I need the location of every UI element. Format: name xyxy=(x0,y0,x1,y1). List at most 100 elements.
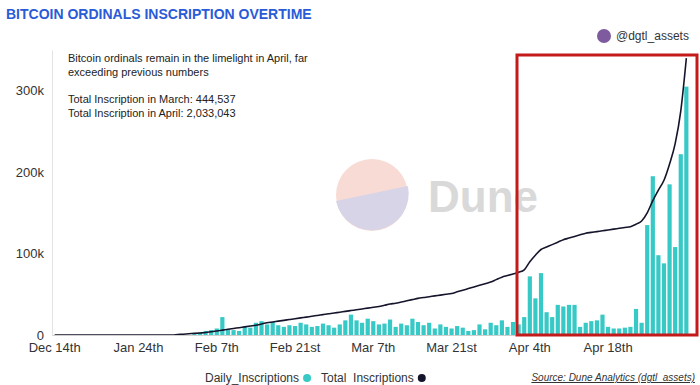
legend-item: Total Inscriptions xyxy=(321,371,426,385)
bar xyxy=(399,324,403,335)
watermark: Dune xyxy=(428,172,538,221)
y-axis-line xyxy=(52,51,53,336)
x-tick: Jan 24th xyxy=(114,335,164,355)
bar xyxy=(360,323,364,335)
x-axis: Dec 14th Jan 24th Feb 7th Feb 21st Mar 7th Ma… xyxy=(29,335,690,355)
bar xyxy=(243,327,247,335)
legend-item: Daily_Inscriptions xyxy=(205,371,311,385)
bar xyxy=(299,323,303,335)
bar xyxy=(556,305,560,335)
bar xyxy=(455,326,459,335)
bar xyxy=(662,263,666,335)
x-tick: Mar 21st xyxy=(426,335,477,355)
bar xyxy=(405,325,409,335)
legend: Daily_Inscriptions Total Inscriptions xyxy=(205,371,426,385)
bar xyxy=(371,321,375,335)
x-tick: Mar 7th xyxy=(351,335,395,355)
y-tick: 100k xyxy=(16,246,52,261)
bar xyxy=(466,331,470,335)
bar xyxy=(567,305,571,335)
x-tick-label: Dec 14th xyxy=(29,340,81,355)
bar xyxy=(416,322,420,335)
bar xyxy=(595,320,599,335)
x-tick: Apr 18th xyxy=(584,335,633,355)
y-tick-label: 200k xyxy=(16,165,45,180)
bar xyxy=(332,328,336,335)
bar xyxy=(472,330,476,335)
bar xyxy=(282,327,286,335)
x-tick-label: Feb 21st xyxy=(270,340,321,355)
bar xyxy=(287,325,291,335)
bar xyxy=(544,312,548,335)
chart: Dune BITCOIN ORDINALS INSCRIPTION OVERTIM… xyxy=(0,0,700,385)
bar xyxy=(343,320,347,335)
bar xyxy=(600,315,604,335)
bar xyxy=(237,331,241,335)
legend-label: Daily_Inscriptions xyxy=(205,371,299,385)
bar xyxy=(265,324,269,335)
watermark-logo-half xyxy=(336,186,409,230)
bar xyxy=(220,317,224,335)
bar xyxy=(667,184,671,335)
bar xyxy=(550,317,554,335)
bar xyxy=(321,324,325,335)
bar xyxy=(584,323,588,335)
bar xyxy=(271,322,275,335)
bar xyxy=(477,324,481,335)
x-tick-label: Mar 21st xyxy=(426,340,477,355)
x-tick-label: Apr 18th xyxy=(584,340,633,355)
bar xyxy=(410,319,414,335)
line xyxy=(55,58,687,335)
annotation: Total Inscription in March: 444,537 xyxy=(68,93,236,105)
bar xyxy=(511,322,515,335)
annotation: exceeding previous numbers xyxy=(68,66,209,78)
bar xyxy=(382,324,386,335)
bar xyxy=(248,328,252,335)
bar xyxy=(489,323,493,335)
title: BITCOIN ORDINALS INSCRIPTION OVERTIME xyxy=(6,6,312,22)
bar xyxy=(461,328,465,335)
bar xyxy=(505,327,509,335)
bar xyxy=(427,323,431,335)
y-tick-label: 100k xyxy=(16,246,45,261)
bar xyxy=(645,225,649,335)
bar xyxy=(444,327,448,335)
annotation: Bitcoin ordinals remain in the limelight… xyxy=(68,52,308,64)
bar xyxy=(394,327,398,335)
bar xyxy=(522,317,526,335)
bar xyxy=(276,325,280,335)
x-tick-label: Apr 4th xyxy=(509,340,551,355)
bar xyxy=(483,329,487,335)
x-tick-label: Mar 7th xyxy=(351,340,395,355)
bar xyxy=(494,325,498,335)
bar xyxy=(500,320,504,335)
bar xyxy=(315,326,319,335)
bar xyxy=(656,255,660,335)
bar xyxy=(366,319,370,335)
bar xyxy=(433,328,437,335)
bar xyxy=(684,87,688,335)
bar xyxy=(338,324,342,335)
y-tick: 300k xyxy=(16,83,52,98)
watermark-logo xyxy=(336,159,408,231)
bar-series xyxy=(192,87,688,335)
bar xyxy=(231,330,235,335)
bar xyxy=(310,327,314,335)
bar xyxy=(572,305,576,335)
credit: @dgtl_assets xyxy=(616,29,689,43)
legend-marker xyxy=(303,374,311,382)
bar xyxy=(293,326,297,335)
bar xyxy=(388,320,392,335)
bar xyxy=(326,325,330,335)
x-tick: Feb 7th xyxy=(195,335,239,355)
bar xyxy=(589,321,593,335)
annotation: Total Inscription in April: 2,033,043 xyxy=(68,107,236,119)
bar xyxy=(533,298,537,335)
x-tick: Apr 4th xyxy=(509,335,551,355)
bar xyxy=(349,315,353,335)
highlight-box xyxy=(517,55,697,335)
bar xyxy=(377,324,381,335)
credit-icon xyxy=(597,29,611,43)
y-tick-label: 300k xyxy=(16,83,45,98)
bar xyxy=(304,324,308,335)
